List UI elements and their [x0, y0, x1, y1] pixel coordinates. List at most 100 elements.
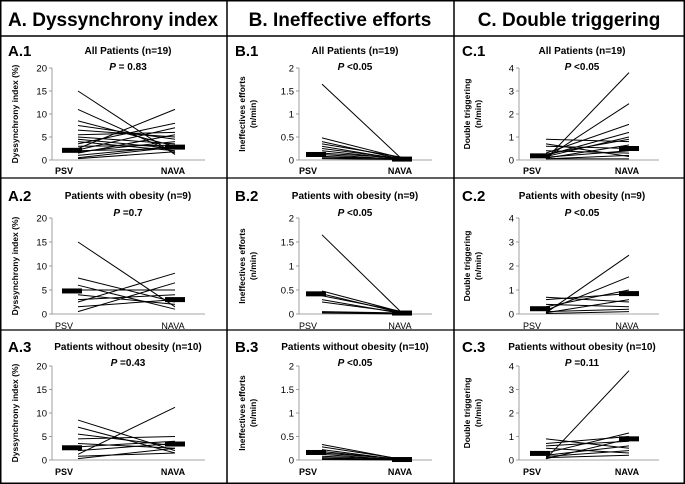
median-marker-psv — [530, 450, 550, 456]
median-marker-nava — [619, 436, 639, 442]
patient-line — [77, 299, 176, 308]
panel-id: B.3 — [235, 339, 258, 356]
x-category-label: PSV — [55, 166, 73, 176]
median-marker-nava — [392, 156, 412, 162]
median-marker-nava — [619, 291, 639, 297]
x-category-label: NAVA — [161, 467, 186, 477]
median-marker-nava — [165, 297, 185, 303]
patient-line — [321, 301, 403, 314]
p-value: P =0.43 — [111, 358, 146, 369]
panel-c-3: C.3 Patients without obesity (n=10) P =0.1… — [462, 339, 659, 477]
y-tick-label: 2 — [509, 262, 514, 273]
patient-line — [545, 436, 630, 445]
column-header-a: A. Dyssynchrony index — [8, 10, 219, 31]
median-marker-nava — [392, 310, 412, 316]
y-tick-label: 15 — [36, 385, 47, 396]
panel-id: B.1 — [235, 43, 258, 60]
patient-line — [77, 443, 176, 452]
patient-line — [77, 452, 176, 457]
patient-line — [77, 90, 176, 155]
y-tick-label: 0 — [509, 456, 514, 467]
panel-id: B.2 — [235, 188, 258, 205]
median-marker-nava — [392, 457, 412, 463]
patient-line — [77, 436, 176, 440]
y-tick-label: 0 — [289, 310, 294, 321]
y-tick-label: 1.5 — [281, 238, 294, 249]
panel-c-2: C.2 Patients with obesity (n=9) P <0.05 Dou… — [462, 188, 659, 331]
patient-line — [545, 138, 630, 143]
x-category-label: NAVA — [615, 467, 640, 477]
x-category-label: PSV — [523, 166, 541, 176]
y-axis-label: Ineffectives efforts(n/min) — [237, 228, 258, 304]
x-category-label: NAVA — [615, 166, 640, 176]
y-tick-label: 0 — [509, 156, 514, 167]
y-tick-label: 4 — [509, 362, 514, 373]
x-category-label: PSV — [523, 467, 541, 477]
y-tick-label: 0 — [42, 310, 47, 321]
y-tick-label: 0 — [42, 456, 47, 467]
patient-line — [77, 141, 176, 153]
x-category-label: PSV — [523, 321, 541, 331]
patient-line — [77, 127, 176, 151]
patient-line — [545, 254, 630, 314]
patient-line — [545, 150, 630, 158]
patient-line — [77, 294, 176, 305]
y-tick-label: 5 — [42, 133, 47, 144]
y-axis-label: Ineffectives efforts(n/min) — [237, 375, 258, 451]
y-tick-label: 15 — [36, 238, 47, 249]
median-marker-nava — [165, 144, 185, 150]
x-category-label: PSV — [299, 321, 317, 331]
panel-b-2: B.2 Patients with obesity (n=9) P <0.05 Ine… — [235, 188, 432, 331]
patient-line — [321, 311, 403, 314]
patient-line — [77, 151, 176, 160]
panel-id: A.3 — [8, 339, 31, 356]
median-marker-psv — [306, 151, 326, 157]
p-value: P <0.05 — [338, 358, 373, 369]
p-value: P <0.05 — [338, 208, 373, 219]
panel-title: All Patients (n=19) — [539, 46, 626, 57]
patient-line — [321, 446, 403, 460]
patient-line — [77, 136, 176, 145]
panel-id: C.2 — [462, 188, 485, 205]
y-tick-label: 1 — [289, 409, 294, 420]
panel-b-1: B.1 All Patients (n=19) P <0.05 Ineffective… — [235, 43, 432, 176]
panel-title: Patients without obesity (n=10) — [508, 342, 656, 353]
panel-id: A.1 — [8, 43, 31, 60]
patient-line — [545, 289, 630, 308]
p-value: P <0.05 — [565, 208, 600, 219]
y-tick-label: 0.5 — [281, 286, 294, 297]
patient-line — [321, 312, 403, 315]
patient-line — [77, 125, 176, 140]
y-tick-label: 3 — [509, 238, 514, 249]
panel-id: C.1 — [462, 43, 485, 60]
patient-line — [321, 83, 403, 160]
x-category-label: PSV — [55, 467, 73, 477]
p-value: P = 0.83 — [109, 62, 147, 73]
column-header-b: B. Ineffective efforts — [249, 10, 432, 31]
panel-title: Patients without obesity (n=10) — [281, 342, 429, 353]
y-axis-label: Dyssynchrony index (%) — [10, 216, 20, 315]
panel-id: C.3 — [462, 339, 485, 356]
patient-line — [545, 293, 630, 301]
median-marker-psv — [62, 147, 82, 153]
x-category-label: NAVA — [388, 467, 413, 477]
y-tick-label: 20 — [36, 64, 47, 75]
x-category-label: NAVA — [615, 321, 638, 331]
y-tick-label: 0 — [42, 156, 47, 167]
patient-line — [545, 143, 630, 158]
patient-line — [545, 154, 630, 160]
y-tick-label: 0.5 — [281, 432, 294, 443]
patient-line — [545, 138, 630, 155]
patient-line — [77, 406, 176, 455]
p-value: P <0.05 — [338, 62, 373, 73]
patient-line — [545, 123, 630, 154]
patient-line — [321, 158, 403, 161]
patient-line — [77, 146, 176, 159]
y-axis-label: Dyssynchrony index (%) — [10, 64, 20, 163]
median-marker-nava — [619, 146, 639, 151]
y-tick-label: 0 — [289, 456, 294, 467]
patient-line — [321, 234, 403, 314]
patient-line — [321, 452, 403, 460]
patient-line — [545, 311, 630, 315]
